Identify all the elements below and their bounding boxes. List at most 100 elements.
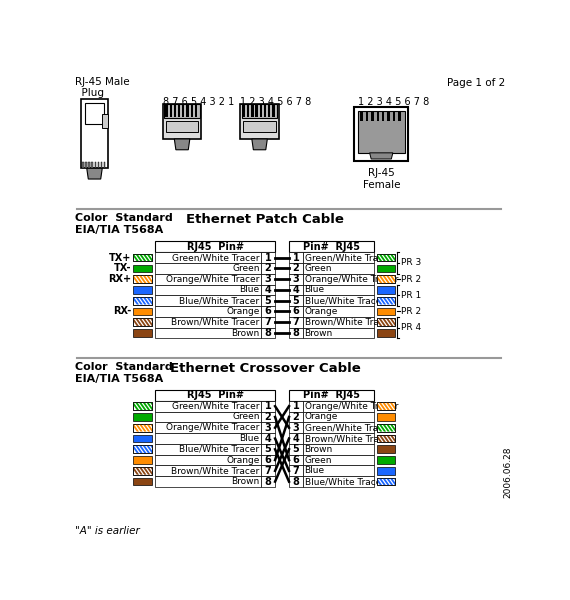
Bar <box>133 319 152 326</box>
Bar <box>260 105 262 116</box>
Text: Brown/White Tracer: Brown/White Tracer <box>304 434 393 443</box>
Polygon shape <box>382 275 390 283</box>
Bar <box>85 162 87 168</box>
Polygon shape <box>132 275 139 283</box>
Polygon shape <box>146 254 154 262</box>
Bar <box>289 328 303 338</box>
Text: 3: 3 <box>264 274 271 284</box>
Polygon shape <box>382 403 390 410</box>
Text: RX-: RX- <box>113 307 131 316</box>
Polygon shape <box>252 139 267 150</box>
Bar <box>255 105 258 116</box>
Bar <box>303 412 373 422</box>
Bar <box>155 284 261 295</box>
Text: 5: 5 <box>292 444 299 454</box>
Bar <box>377 329 395 337</box>
Text: 1 2 3 4 5 6 7 8: 1 2 3 4 5 6 7 8 <box>240 97 311 107</box>
Bar <box>289 274 303 284</box>
Text: 5: 5 <box>292 296 299 305</box>
Bar <box>155 433 261 444</box>
Bar <box>303 317 373 328</box>
Bar <box>82 162 84 168</box>
Polygon shape <box>135 403 142 410</box>
Polygon shape <box>393 319 401 326</box>
Polygon shape <box>393 297 401 305</box>
Polygon shape <box>378 254 386 262</box>
Text: Ethernet Patch Cable: Ethernet Patch Cable <box>186 213 344 226</box>
Bar <box>289 317 303 328</box>
Text: TX-: TX- <box>113 263 131 274</box>
Bar <box>155 422 261 433</box>
Polygon shape <box>146 297 154 305</box>
Polygon shape <box>146 403 154 410</box>
Bar <box>377 478 395 485</box>
Text: Green: Green <box>232 412 259 421</box>
Bar <box>289 455 303 466</box>
Bar <box>272 105 275 116</box>
Polygon shape <box>382 424 390 431</box>
Bar <box>377 110 379 121</box>
Polygon shape <box>139 467 146 475</box>
Bar <box>133 413 152 421</box>
Polygon shape <box>374 319 382 326</box>
Polygon shape <box>390 275 397 283</box>
Bar <box>303 433 373 444</box>
Bar <box>303 466 373 476</box>
Bar <box>289 476 303 487</box>
Bar <box>377 467 395 475</box>
Bar <box>97 162 99 168</box>
Text: Blue/White Tracer: Blue/White Tracer <box>304 477 385 486</box>
Polygon shape <box>135 297 142 305</box>
Polygon shape <box>132 319 139 326</box>
Text: Pin#  RJ45: Pin# RJ45 <box>303 391 360 400</box>
Polygon shape <box>135 424 142 431</box>
Bar <box>133 308 152 316</box>
Bar <box>261 422 275 433</box>
Polygon shape <box>374 275 382 283</box>
Polygon shape <box>390 434 397 442</box>
Bar <box>289 412 303 422</box>
Text: 7: 7 <box>264 317 271 327</box>
Polygon shape <box>135 254 142 262</box>
Polygon shape <box>393 478 401 485</box>
Text: 1: 1 <box>264 401 271 411</box>
Bar <box>377 319 395 326</box>
Polygon shape <box>142 297 150 305</box>
Text: Orange: Orange <box>304 307 338 316</box>
Polygon shape <box>150 254 158 262</box>
Bar <box>289 306 303 317</box>
Polygon shape <box>378 319 386 326</box>
Text: Blue/White Tracer: Blue/White Tracer <box>180 296 259 305</box>
Text: 6: 6 <box>264 455 271 465</box>
Text: 2006.06.28: 2006.06.28 <box>503 446 512 498</box>
Bar <box>261 328 275 338</box>
Bar <box>133 275 152 283</box>
Text: 7: 7 <box>292 466 299 476</box>
Text: 4: 4 <box>264 434 271 443</box>
Text: Orange: Orange <box>226 307 259 316</box>
Bar <box>289 241 373 252</box>
Bar <box>377 456 395 464</box>
Bar <box>377 275 395 283</box>
Polygon shape <box>386 275 393 283</box>
Text: Ethernet Crossover Cable: Ethernet Crossover Cable <box>170 362 360 375</box>
Bar <box>88 162 90 168</box>
Bar <box>377 403 395 410</box>
Text: 1: 1 <box>292 401 299 411</box>
Text: Orange/White Tracer: Orange/White Tracer <box>166 275 259 284</box>
Polygon shape <box>142 403 150 410</box>
Bar <box>182 105 185 116</box>
Text: Brown: Brown <box>231 477 259 486</box>
Bar <box>155 263 261 274</box>
Text: 6: 6 <box>292 455 299 465</box>
Bar <box>358 110 405 153</box>
Text: Blue: Blue <box>239 286 259 295</box>
Text: 1 2 3 4 5 6 7 8: 1 2 3 4 5 6 7 8 <box>358 97 429 107</box>
Bar <box>178 105 180 116</box>
Polygon shape <box>150 467 158 475</box>
Text: RX+: RX+ <box>108 274 131 284</box>
Text: Orange/White Tracer: Orange/White Tracer <box>166 423 259 432</box>
Text: Green/White Tracer: Green/White Tracer <box>304 423 392 432</box>
Bar <box>303 444 373 455</box>
Polygon shape <box>150 403 158 410</box>
